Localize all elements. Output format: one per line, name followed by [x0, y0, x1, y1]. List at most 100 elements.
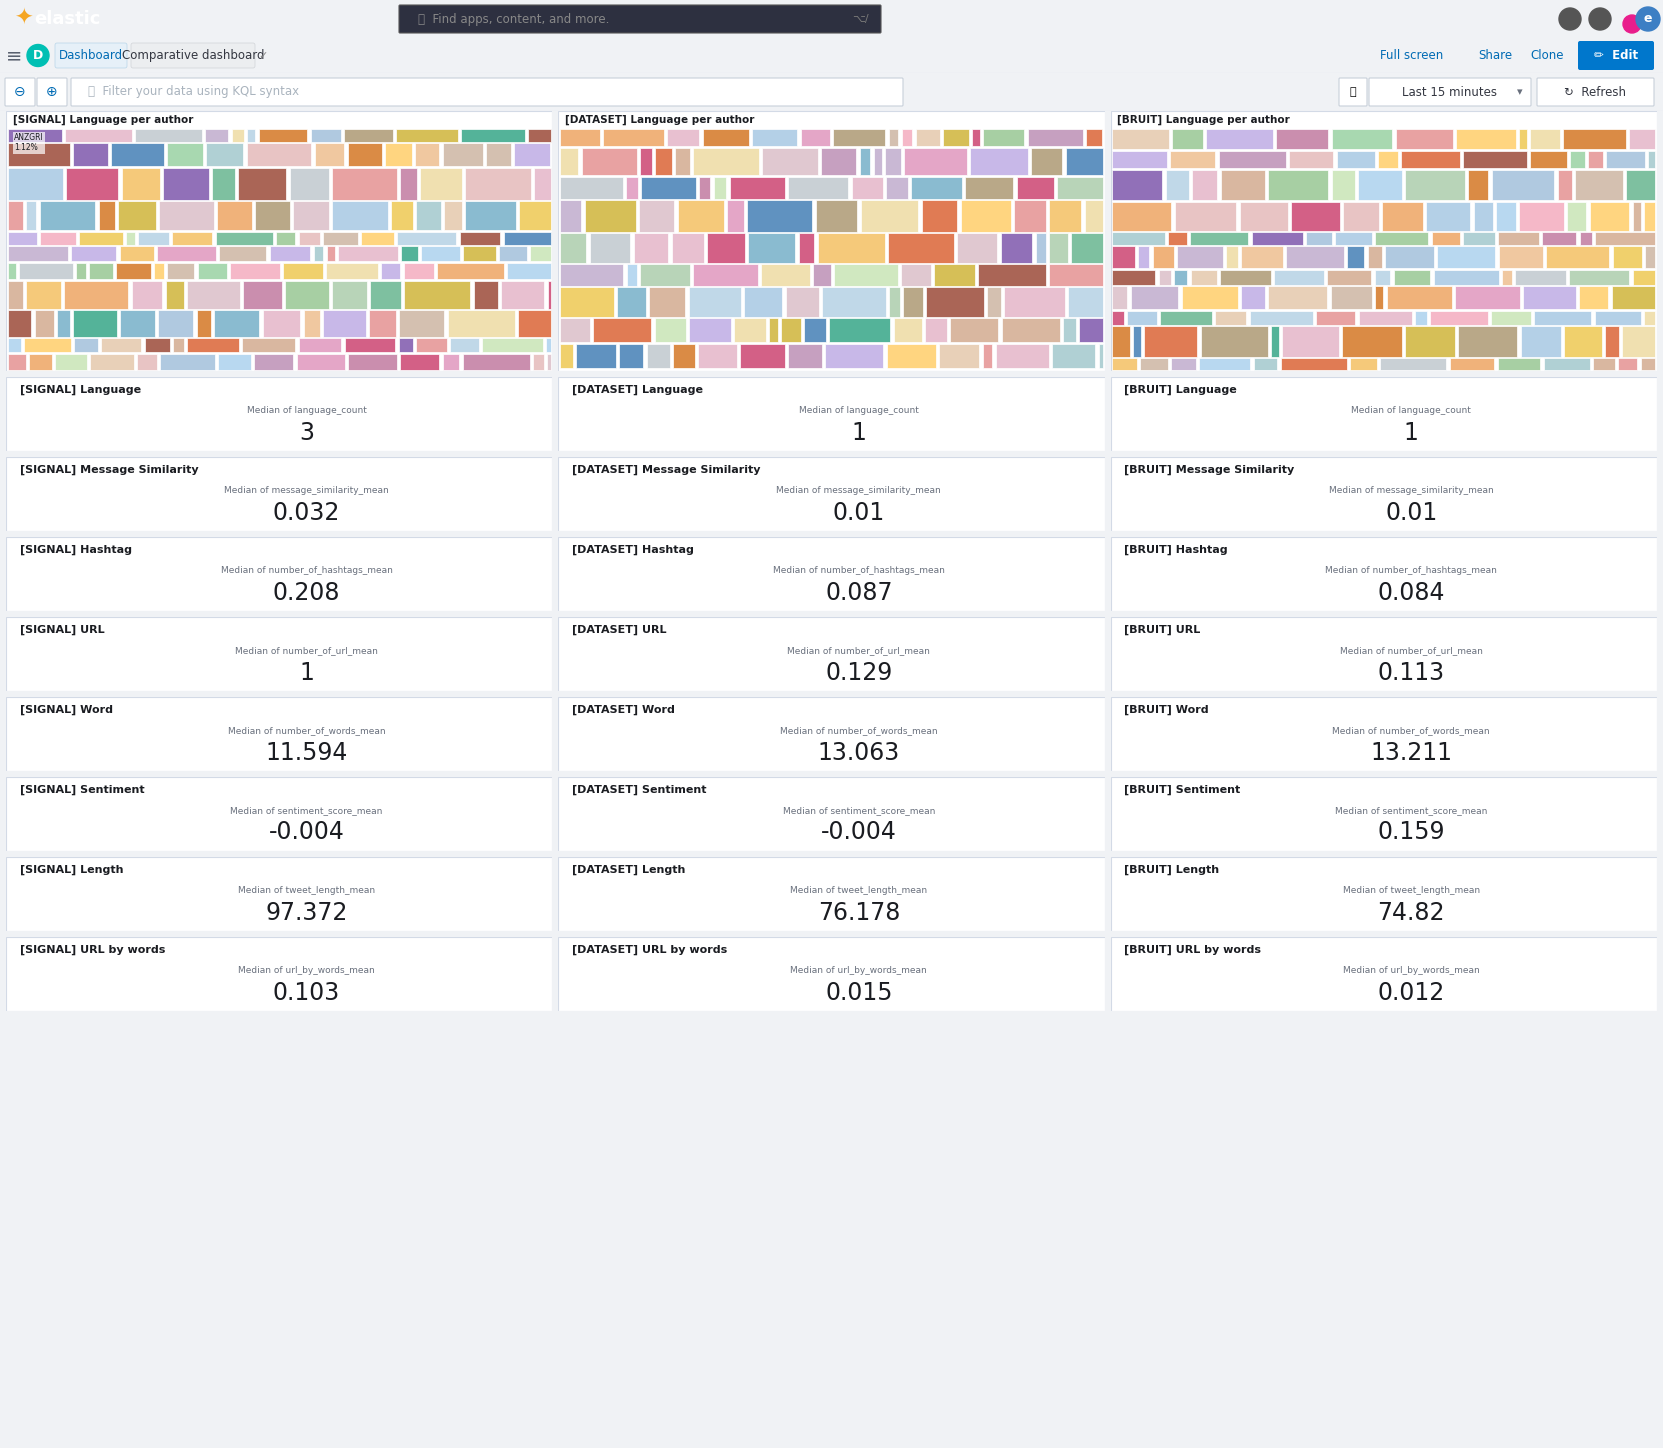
FancyBboxPatch shape [399, 310, 444, 336]
FancyBboxPatch shape [1172, 129, 1202, 149]
FancyBboxPatch shape [1159, 311, 1212, 324]
FancyBboxPatch shape [1239, 201, 1287, 230]
Text: Median of number_of_hashtags_mean: Median of number_of_hashtags_mean [1325, 566, 1497, 575]
FancyBboxPatch shape [98, 201, 115, 230]
FancyBboxPatch shape [386, 143, 412, 167]
FancyBboxPatch shape [216, 232, 273, 245]
FancyBboxPatch shape [1271, 326, 1279, 356]
FancyBboxPatch shape [401, 353, 439, 371]
FancyBboxPatch shape [1141, 359, 1167, 371]
FancyBboxPatch shape [905, 148, 968, 175]
FancyBboxPatch shape [1547, 246, 1610, 268]
Text: ⊕: ⊕ [47, 85, 58, 98]
FancyBboxPatch shape [314, 246, 324, 261]
FancyBboxPatch shape [1053, 343, 1096, 368]
FancyBboxPatch shape [1387, 287, 1452, 310]
FancyBboxPatch shape [698, 343, 737, 368]
FancyBboxPatch shape [560, 177, 624, 198]
FancyBboxPatch shape [1330, 287, 1372, 310]
FancyBboxPatch shape [259, 129, 308, 142]
FancyBboxPatch shape [8, 143, 70, 167]
FancyBboxPatch shape [617, 287, 645, 317]
FancyBboxPatch shape [818, 233, 885, 262]
FancyBboxPatch shape [788, 177, 848, 198]
FancyBboxPatch shape [1520, 326, 1562, 356]
FancyBboxPatch shape [1455, 129, 1515, 149]
FancyBboxPatch shape [547, 281, 550, 308]
FancyBboxPatch shape [218, 201, 251, 230]
FancyBboxPatch shape [269, 246, 311, 261]
FancyBboxPatch shape [1633, 269, 1655, 285]
FancyBboxPatch shape [8, 339, 22, 352]
FancyBboxPatch shape [1014, 200, 1046, 232]
FancyBboxPatch shape [462, 353, 530, 371]
FancyBboxPatch shape [519, 201, 550, 230]
FancyBboxPatch shape [1058, 177, 1103, 198]
FancyBboxPatch shape [594, 319, 652, 342]
FancyBboxPatch shape [1113, 129, 1169, 149]
FancyBboxPatch shape [634, 233, 669, 262]
FancyBboxPatch shape [333, 168, 397, 200]
FancyBboxPatch shape [88, 262, 113, 279]
FancyBboxPatch shape [1285, 246, 1344, 268]
FancyBboxPatch shape [1611, 287, 1655, 310]
Text: Median of tweet_length_mean: Median of tweet_length_mean [790, 886, 928, 895]
FancyBboxPatch shape [822, 287, 886, 317]
FancyBboxPatch shape [501, 281, 544, 308]
Text: [SIGNAL] URL by words: [SIGNAL] URL by words [20, 944, 165, 954]
FancyBboxPatch shape [560, 319, 590, 342]
FancyBboxPatch shape [1359, 169, 1402, 200]
FancyBboxPatch shape [338, 246, 397, 261]
FancyBboxPatch shape [1337, 151, 1375, 168]
FancyBboxPatch shape [514, 143, 550, 167]
FancyBboxPatch shape [1174, 201, 1236, 230]
FancyBboxPatch shape [211, 168, 234, 200]
Text: [BRUIT] Language per author: [BRUIT] Language per author [1118, 116, 1290, 126]
Text: 0.129: 0.129 [825, 660, 893, 685]
FancyBboxPatch shape [901, 264, 931, 285]
Text: [BRUIT] Language: [BRUIT] Language [1124, 384, 1237, 395]
FancyBboxPatch shape [145, 339, 170, 352]
FancyBboxPatch shape [619, 343, 644, 368]
Text: ANZGRI
1.12%: ANZGRI 1.12% [15, 133, 43, 152]
FancyBboxPatch shape [37, 78, 67, 106]
FancyBboxPatch shape [1144, 326, 1197, 356]
FancyBboxPatch shape [1307, 233, 1332, 245]
FancyBboxPatch shape [1498, 246, 1543, 268]
FancyBboxPatch shape [1350, 359, 1377, 371]
FancyBboxPatch shape [135, 129, 201, 142]
FancyBboxPatch shape [690, 319, 732, 342]
FancyBboxPatch shape [1079, 319, 1103, 342]
FancyBboxPatch shape [65, 281, 128, 308]
FancyBboxPatch shape [1492, 311, 1532, 324]
FancyBboxPatch shape [851, 177, 883, 198]
FancyBboxPatch shape [935, 264, 975, 285]
FancyBboxPatch shape [348, 143, 382, 167]
FancyBboxPatch shape [1530, 151, 1567, 168]
FancyBboxPatch shape [943, 129, 968, 146]
FancyBboxPatch shape [344, 339, 396, 352]
FancyBboxPatch shape [590, 233, 630, 262]
FancyBboxPatch shape [474, 281, 497, 308]
FancyBboxPatch shape [1580, 233, 1591, 245]
FancyBboxPatch shape [67, 168, 118, 200]
FancyBboxPatch shape [1182, 287, 1237, 310]
FancyBboxPatch shape [381, 262, 401, 279]
FancyBboxPatch shape [1169, 233, 1187, 245]
FancyBboxPatch shape [369, 310, 396, 336]
FancyBboxPatch shape [8, 310, 32, 336]
FancyBboxPatch shape [545, 339, 550, 352]
Text: ✦: ✦ [13, 9, 33, 29]
FancyBboxPatch shape [1241, 246, 1282, 268]
FancyBboxPatch shape [1113, 201, 1171, 230]
FancyBboxPatch shape [8, 262, 17, 279]
FancyBboxPatch shape [160, 353, 215, 371]
FancyBboxPatch shape [1199, 359, 1251, 371]
Text: -0.004: -0.004 [822, 821, 896, 844]
FancyBboxPatch shape [163, 168, 210, 200]
FancyBboxPatch shape [1626, 169, 1655, 200]
FancyBboxPatch shape [640, 148, 652, 175]
FancyBboxPatch shape [1518, 201, 1563, 230]
FancyBboxPatch shape [437, 262, 504, 279]
FancyBboxPatch shape [1641, 359, 1655, 371]
